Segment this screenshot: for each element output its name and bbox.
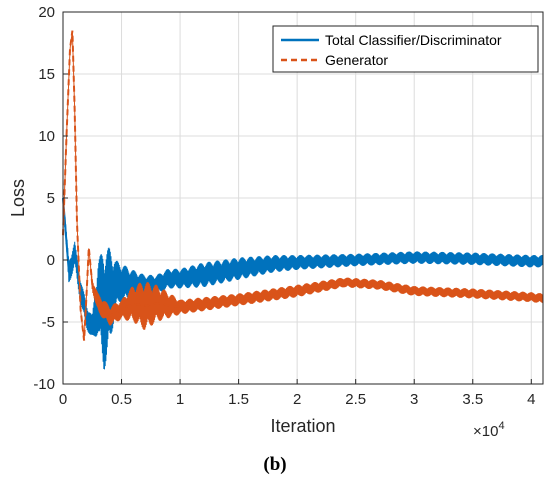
x-tick-label: 2.5 [345,391,366,408]
legend: Total Classifier/Discriminator Generator [272,25,539,73]
y-tick-label: 15 [38,66,55,83]
x-exponent-power: 4 [498,420,504,432]
y-tick-label: 5 [47,190,55,207]
y-tick-label: 10 [38,128,55,145]
x-tick-label: 1.5 [228,391,249,408]
tick-marks [62,11,532,385]
x-tick-labels: 0 0.5 1 1.5 2 2.5 3 3.5 4 [59,391,536,408]
series-band [62,31,544,340]
legend-label: Total Classifier/Discriminator [325,32,502,48]
figure-caption: (b) [263,454,286,475]
x-exponent-label: ×104 [473,420,505,440]
y-axis-label: Loss [8,179,28,217]
y-tick-labels: -10 -5 0 5 10 15 20 [33,4,55,393]
y-tick-label: -10 [33,376,55,393]
series-layer [62,30,544,370]
series-generator [62,30,544,341]
x-exponent-base: ×10 [473,423,498,440]
x-tick-label: 3 [410,391,418,408]
x-tick-label: 1 [176,391,184,408]
x-tick-label: 4 [527,391,535,408]
series-line [62,30,544,341]
y-tick-label: 0 [47,252,55,269]
x-axis-label: Iteration [270,416,335,436]
y-tick-label: 20 [38,4,55,21]
y-tick-label: -5 [42,314,55,331]
legend-label: Generator [325,52,388,68]
x-tick-label: 2 [293,391,301,408]
x-tick-label: 3.5 [462,391,483,408]
x-tick-label: 0 [59,391,67,408]
series-band [62,194,544,370]
legend-box [272,25,539,73]
x-tick-label: 0.5 [111,391,132,408]
series-classifier [62,194,544,370]
